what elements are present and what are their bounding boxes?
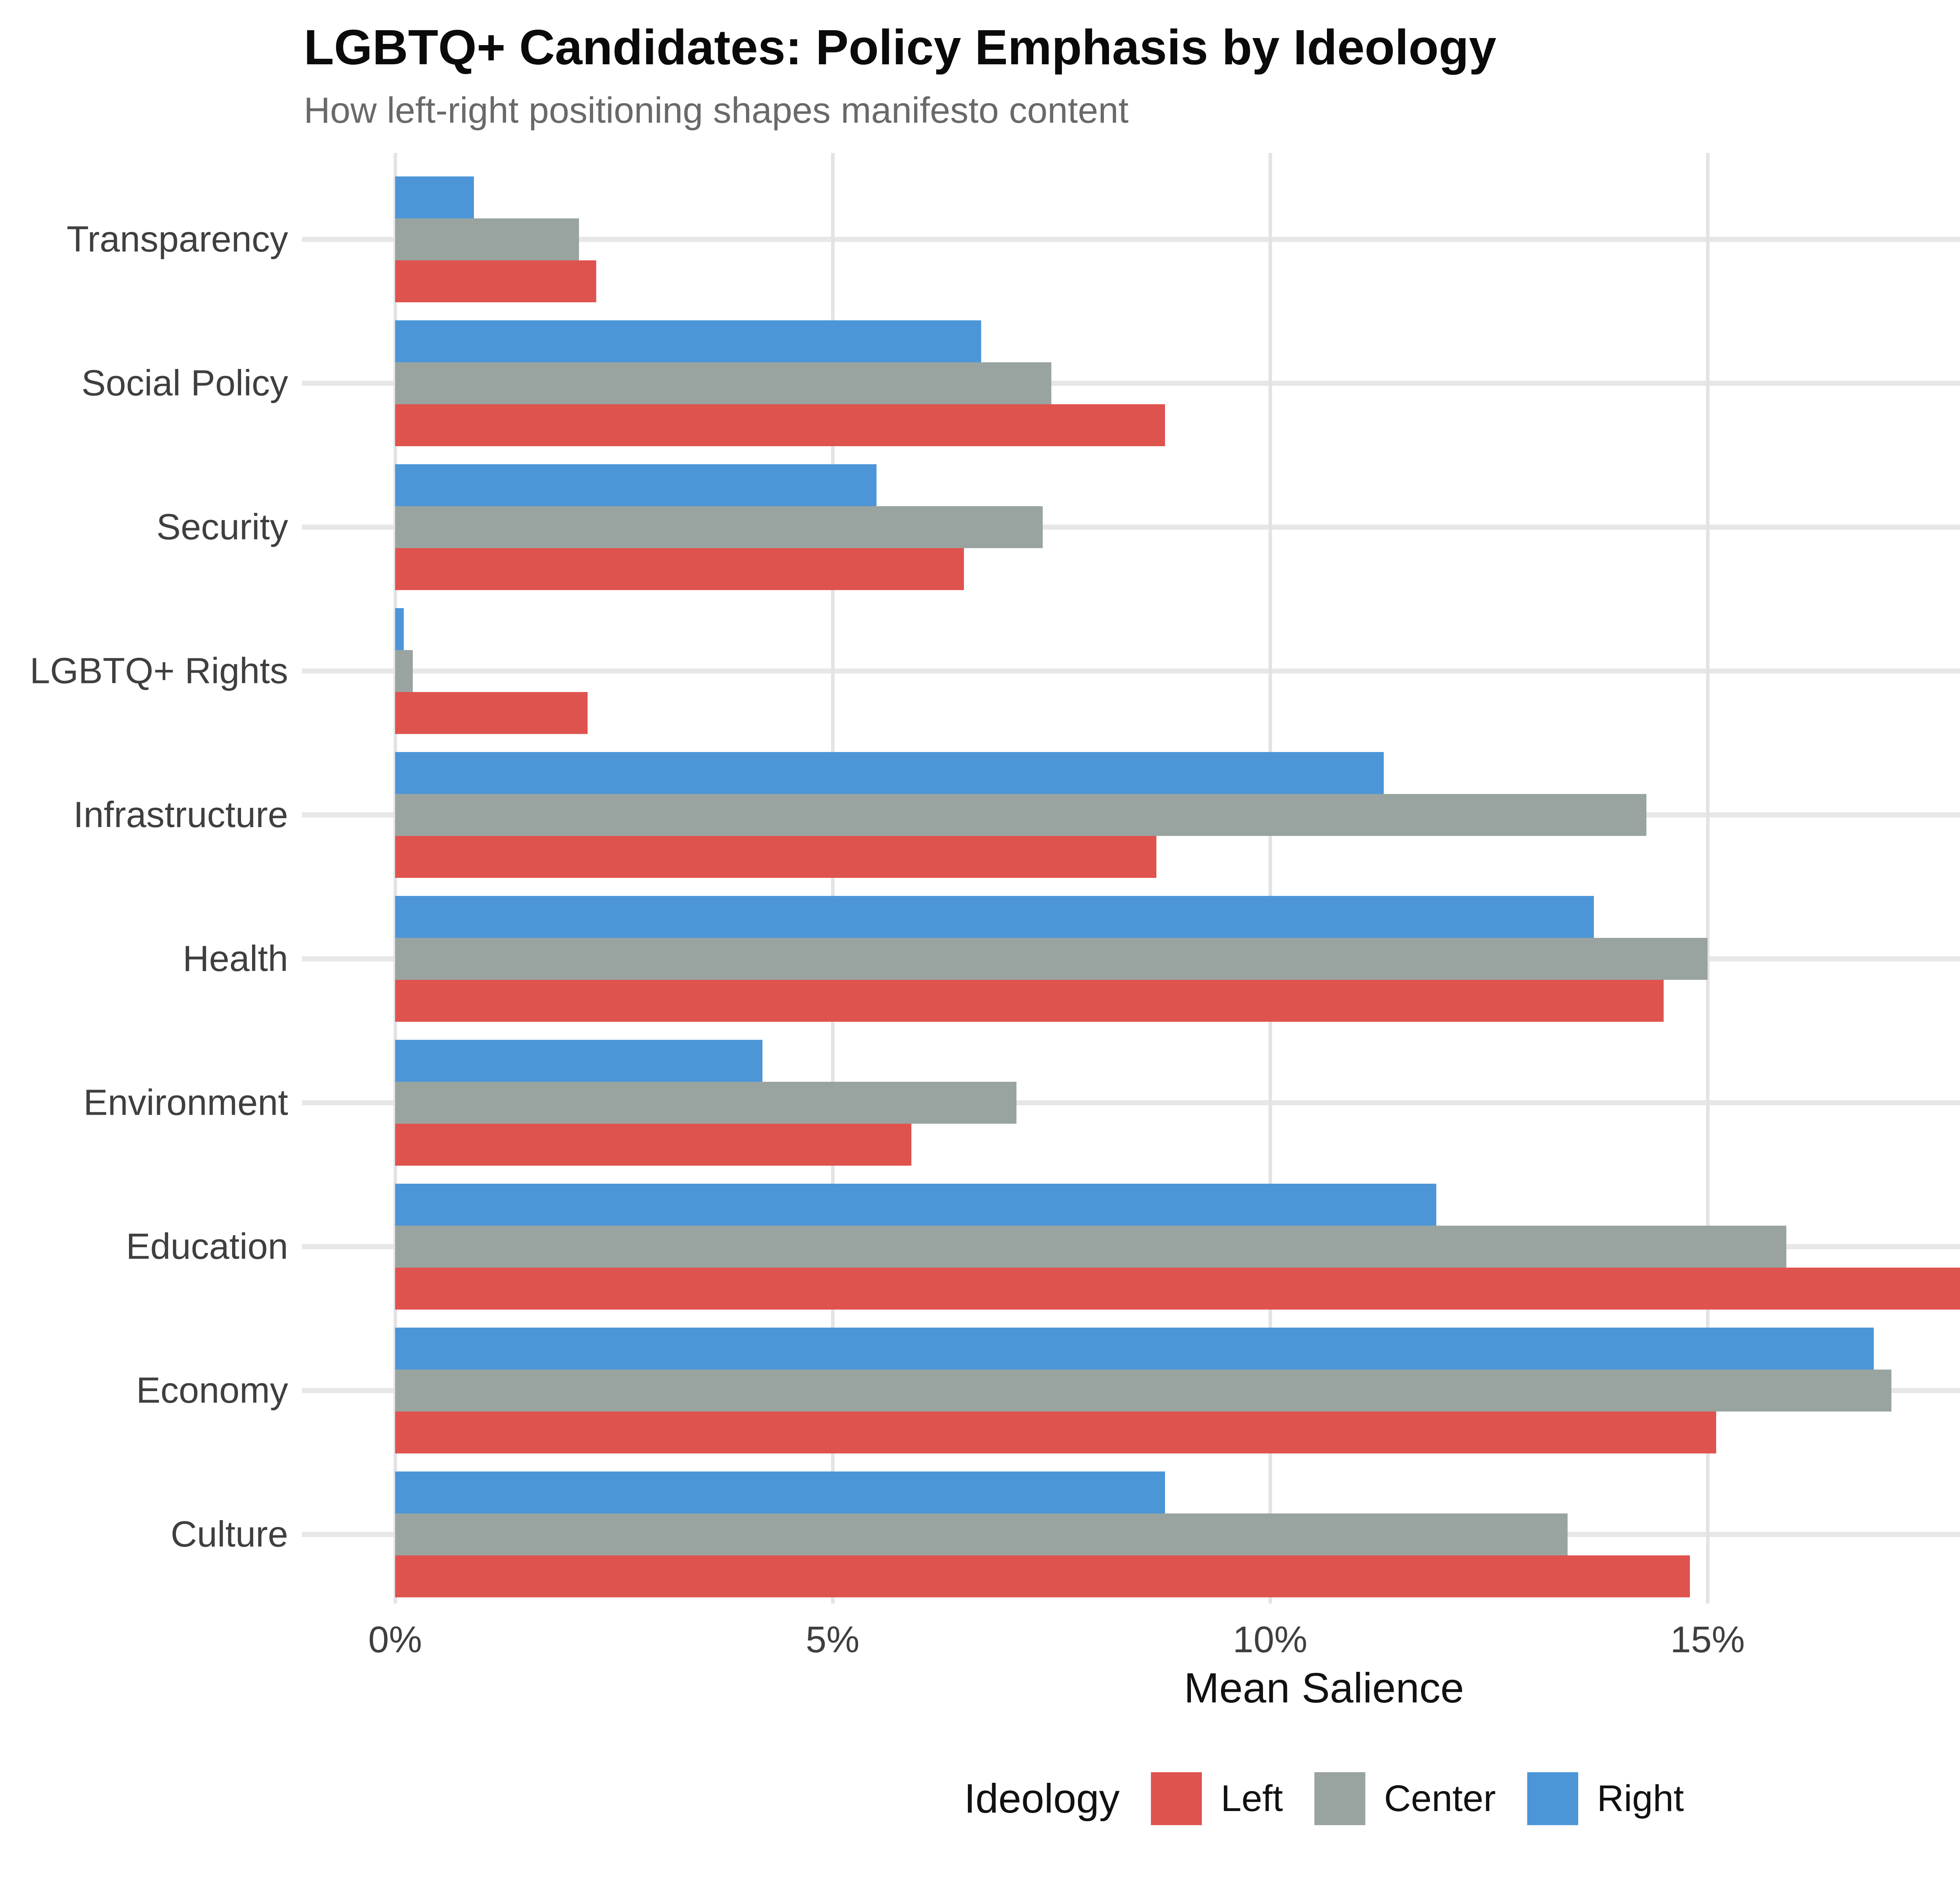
x-gridline — [831, 153, 835, 1604]
bar-right-lgbtq-rights — [395, 608, 404, 650]
bar-center-social-policy — [395, 362, 1051, 404]
bar-center-health — [395, 937, 1708, 980]
bar-center-culture — [395, 1513, 1568, 1555]
category-label: Culture — [171, 1513, 288, 1555]
legend: Ideology Left Center Right — [302, 1772, 1960, 1825]
chart-subtitle: How left-right positioning shapes manife… — [304, 90, 1129, 131]
legend-key-left-swatch — [1151, 1772, 1202, 1825]
category-label: Social Policy — [81, 362, 288, 403]
bar-left-culture — [395, 1555, 1690, 1597]
bar-left-health — [395, 979, 1664, 1022]
legend-label-center: Center — [1384, 1778, 1496, 1819]
x-axis-title: Mean Salience — [1184, 1664, 1464, 1711]
bar-center-education — [395, 1225, 1786, 1268]
bar-center-security — [395, 506, 1043, 548]
category-label: Health — [183, 938, 288, 979]
legend-label-left: Left — [1221, 1778, 1283, 1819]
category-label: Transparency — [66, 218, 288, 260]
bar-right-infrastructure — [395, 752, 1384, 794]
x-gridline — [1706, 153, 1710, 1604]
category-label: Infrastructure — [73, 794, 288, 835]
bar-center-transparency — [395, 218, 579, 260]
x-tick-label: 0% — [368, 1619, 422, 1660]
bar-center-infrastructure — [395, 794, 1646, 836]
x-gridline — [1268, 153, 1272, 1604]
legend-key-right-swatch — [1527, 1772, 1578, 1825]
bar-left-security — [395, 548, 964, 590]
legend-title: Ideology — [964, 1775, 1120, 1822]
bar-right-education — [395, 1183, 1437, 1226]
bar-left-economy — [395, 1411, 1717, 1453]
bar-left-social-policy — [395, 404, 1165, 446]
category-label: Security — [156, 506, 288, 547]
bar-right-security — [395, 464, 877, 506]
bar-right-economy — [395, 1327, 1874, 1370]
legend-label-right: Right — [1597, 1778, 1684, 1819]
bar-left-transparency — [395, 260, 597, 302]
x-tick-label: 10% — [1232, 1619, 1308, 1660]
bar-center-economy — [395, 1369, 1891, 1412]
category-label: Economy — [136, 1370, 288, 1411]
x-gridline — [393, 153, 397, 1604]
legend-key-center-swatch — [1314, 1772, 1365, 1825]
x-tick-label: 5% — [806, 1619, 860, 1660]
category-stripe — [302, 668, 1960, 674]
bar-left-environment — [395, 1123, 911, 1166]
bar-right-social-policy — [395, 320, 982, 362]
legend-item-left: Left — [1151, 1772, 1283, 1825]
bar-left-lgbtq-rights — [395, 692, 588, 734]
bar-left-education — [395, 1267, 1960, 1310]
plot-panel — [302, 153, 1960, 1604]
legend-item-right: Right — [1527, 1772, 1684, 1825]
category-stripe — [302, 236, 1960, 242]
bar-right-transparency — [395, 176, 474, 218]
category-label: Environment — [83, 1082, 288, 1123]
bar-left-infrastructure — [395, 836, 1156, 878]
bar-right-culture — [395, 1471, 1165, 1513]
chart-title: LGBTQ+ Candidates: Policy Emphasis by Id… — [304, 20, 1497, 75]
x-tick-label: 15% — [1670, 1619, 1745, 1660]
category-label: LGBTQ+ Rights — [30, 650, 288, 691]
bar-center-environment — [395, 1081, 1016, 1124]
bar-right-environment — [395, 1039, 763, 1082]
category-label: Education — [126, 1226, 288, 1267]
legend-item-center: Center — [1314, 1772, 1496, 1825]
bar-center-lgbtq-rights — [395, 650, 413, 692]
bar-right-health — [395, 896, 1594, 938]
